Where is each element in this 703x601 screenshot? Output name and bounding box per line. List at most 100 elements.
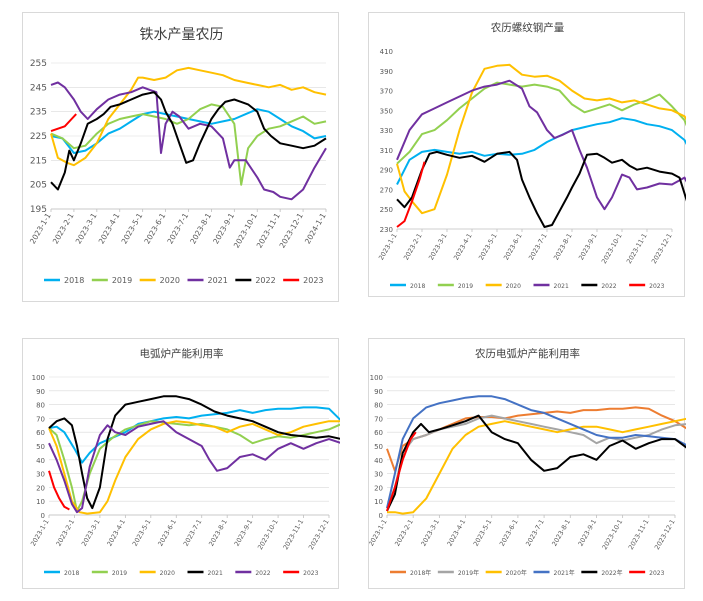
series-line-2023	[48, 470, 70, 511]
series-line-2020年	[387, 417, 686, 515]
series-line-2021	[396, 79, 686, 211]
y-tick-label: 235	[30, 108, 47, 118]
x-tick-label: 2023-9-1	[211, 211, 236, 245]
legend-label: 2019	[112, 570, 127, 577]
x-tick-label: 2023-8-1	[188, 211, 213, 245]
chart-rebar-output: 农历螺纹钢产量 230 250 270 290 310 330 350 370 390 410 202…	[377, 21, 686, 290]
legend-label: 2022	[255, 570, 270, 577]
y-tick-label: 10	[36, 498, 45, 506]
legend-label: 2022	[255, 276, 275, 285]
x-tick-label: 2023-7-1	[527, 232, 549, 262]
x-tick-label: 2023-6-1	[502, 232, 524, 262]
x-tick-label: 2023-6-1	[498, 518, 520, 548]
legend-label: 2018	[410, 283, 425, 290]
x-tick-label: 2023-7-1	[165, 211, 190, 245]
x-tick-label: 2023-12-1	[650, 232, 674, 265]
x-tick-label: 2023-8-1	[550, 518, 572, 548]
y-tick-label: 215	[30, 156, 47, 166]
x-tick-label: 2023-3-1	[80, 518, 102, 548]
x-tick-label: 2023-12-1	[278, 211, 305, 249]
chart-title: 农历螺纹钢产量	[491, 21, 565, 34]
legend-label: 2023	[303, 570, 318, 577]
series-line-2020	[50, 66, 327, 167]
series-line-2019年	[386, 414, 686, 509]
x-tick-label: 2023-5-1	[120, 211, 145, 245]
chart-title: 电弧炉产能利用率	[140, 347, 224, 360]
series-line-2022	[396, 150, 686, 228]
legend-label: 2018	[64, 276, 84, 285]
x-tick-label: 2023-4-1	[105, 518, 127, 548]
series-line-2023	[50, 113, 77, 133]
series-line-2021	[50, 81, 327, 201]
legend-label: 2019年	[458, 569, 479, 577]
x-tick-label: 2023-1-1	[29, 518, 51, 548]
y-tick-label: 30	[374, 471, 383, 479]
chart-panel-3: 电弧炉产能利用率 0 10 20 30 40 50 60 70 80 90 100 2023-1-1 20…	[22, 338, 340, 589]
y-tick-label: 40	[374, 457, 383, 465]
y-tick-label: 245	[30, 83, 47, 93]
y-tick-label: 195	[30, 205, 47, 215]
y-tick-label: 290	[380, 167, 393, 175]
legend-label: 2018年	[410, 569, 431, 577]
x-tick-label: 2023-9-1	[577, 232, 599, 262]
legend-label: 2021	[208, 276, 228, 285]
series-line-2019	[50, 103, 327, 186]
x-tick-label: 2023-12-1	[653, 518, 677, 551]
x-tick-label: 2023-3-1	[427, 232, 449, 262]
y-tick-label: 90	[374, 388, 383, 396]
y-tick-label: 80	[36, 402, 45, 410]
legend-label: 2021	[208, 570, 223, 577]
y-tick-label: 80	[374, 402, 383, 410]
legend-label: 2020	[160, 276, 180, 285]
legend-label: 2019	[458, 283, 473, 290]
y-tick-label: 70	[374, 415, 383, 423]
x-tick-label: 2024-1-1	[303, 211, 328, 245]
series-line-2021年	[386, 395, 686, 509]
y-tick-label: 370	[380, 88, 393, 96]
x-tick-label: 2023-6-1	[156, 518, 178, 548]
y-tick-label: 20	[374, 484, 383, 492]
y-tick-label: 390	[380, 68, 393, 76]
x-tick-label: 2023-1-1	[369, 518, 389, 548]
series-line-2018	[50, 108, 327, 154]
y-tick-label: 0	[379, 512, 383, 520]
y-tick-label: 10	[374, 498, 383, 506]
legend-label: 2023	[649, 283, 664, 290]
legend-label: 2023	[649, 570, 664, 577]
chart-panel-1: 铁水产量农历 195 205 215 225 235 245 255 2023-1-1 2023-…	[22, 12, 339, 302]
y-tick-label: 310	[380, 147, 393, 155]
y-tick-label: 330	[380, 127, 393, 135]
x-tick-label: 2023-7-1	[182, 518, 204, 548]
x-tick-label: 2023-8-1	[552, 232, 574, 262]
y-tick-label: 205	[30, 181, 47, 191]
y-tick-label: 410	[380, 48, 393, 56]
chart-iron-output: 铁水产量农历1952052152252352452552023-1-12023-…	[28, 27, 328, 285]
x-tick-label: 2023-8-1	[207, 518, 229, 548]
series-line-2018	[48, 406, 340, 464]
series-line-2023	[386, 431, 417, 512]
legend-label: 2020	[160, 570, 175, 577]
y-tick-label: 90	[36, 388, 45, 396]
x-tick-label: 2023-10-1	[256, 518, 280, 551]
x-tick-label: 2023-5-1	[131, 518, 153, 548]
series-line-2023	[396, 161, 426, 228]
y-tick-label: 50	[374, 443, 383, 451]
y-tick-label: 20	[36, 484, 45, 492]
legend-label: 2022	[601, 283, 616, 290]
x-tick-label: 2023-12-1	[307, 518, 331, 551]
x-tick-label: 2023-11-1	[627, 518, 651, 551]
x-tick-label: 2023-5-1	[477, 232, 499, 262]
y-tick-label: 350	[380, 107, 393, 115]
x-tick-label: 2023-5-1	[472, 518, 494, 548]
legend-label: 2023	[303, 276, 323, 285]
y-tick-label: 230	[380, 226, 393, 234]
chart-panel-4: 农历电弧炉产能利用率 0 10 20 30 40 50 60 70 80 90 100 2023-1-1…	[368, 338, 686, 589]
y-tick-label: 225	[30, 132, 47, 142]
legend-label: 2020年	[506, 569, 527, 577]
x-tick-label: 2023-10-1	[601, 518, 625, 551]
x-tick-label: 2023-4-1	[97, 211, 122, 245]
x-tick-label: 2023-3-1	[74, 211, 99, 245]
y-tick-label: 60	[374, 429, 383, 437]
series-line-2022	[50, 91, 327, 191]
x-tick-label: 2023-10-1	[600, 232, 624, 265]
